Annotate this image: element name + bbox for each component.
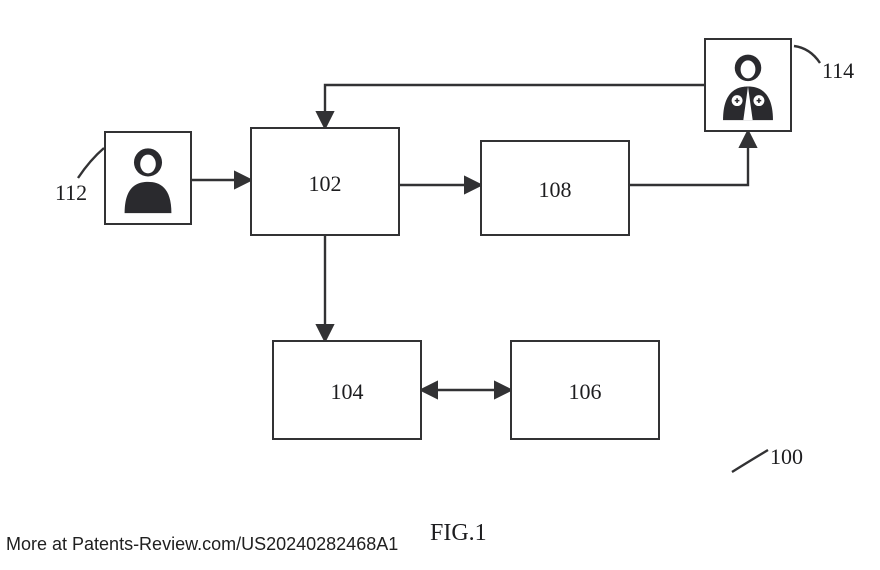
edge-e114_102 xyxy=(325,85,704,127)
node-n102: 102 xyxy=(250,127,400,236)
node-label-n104: 104 xyxy=(274,379,420,405)
ref-label-n100: 100 xyxy=(770,444,803,470)
node-label-n106: 106 xyxy=(512,379,658,405)
node-n112 xyxy=(104,131,192,225)
node-n108: 108 xyxy=(480,140,630,236)
patent-figure-diagram: 112 102 108 114 104 106 100 FIG.1 More at Pat… xyxy=(0,0,880,570)
figure-label: FIG.1 xyxy=(430,520,487,547)
edge-e108_114 xyxy=(630,132,748,185)
ref-label-n112: 112 xyxy=(55,180,87,206)
node-n114 xyxy=(704,38,792,132)
person-medical-icon xyxy=(709,43,787,127)
node-n104: 104 xyxy=(272,340,422,440)
person-plain-icon xyxy=(109,136,187,220)
node-label-n108: 108 xyxy=(482,177,628,203)
ref-label-n114: 114 xyxy=(822,58,854,84)
source-footer-text: More at Patents-Review.com/US20240282468… xyxy=(6,534,398,555)
node-label-n102: 102 xyxy=(252,171,398,197)
node-n106: 106 xyxy=(510,340,660,440)
